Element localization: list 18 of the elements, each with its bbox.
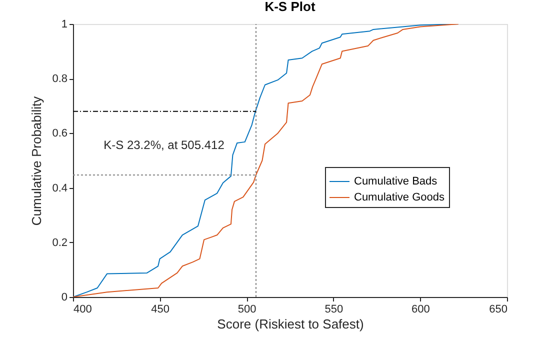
y-tick-label: 0.4 [52,182,68,194]
annotation: K-S 23.2%, at 505.412 [104,138,225,152]
y-axis-title: Cumulative Probability [29,96,44,226]
y-tick-label: 1 [61,18,68,30]
legend-label: Cumulative Goods [354,192,445,204]
y-tick-label: 0.2 [52,236,68,249]
chart-title: K-S Plot [264,0,316,14]
x-tick-label: 500 [238,304,256,316]
y-tick-label: 0.6 [52,128,68,140]
y-tick-label: 0.8 [52,73,68,86]
x-tick-label: 550 [324,304,344,316]
x-tick-label: 400 [74,304,92,316]
x-tick-label: 650 [489,304,508,316]
x-axis-title: Score (Riskiest to Safest) [217,316,364,332]
y-tick-label: 0 [61,292,68,304]
x-tick-label: 450 [151,304,170,316]
x-tick-label: 600 [412,304,430,316]
legend-label: Cumulative Bads [354,176,438,188]
